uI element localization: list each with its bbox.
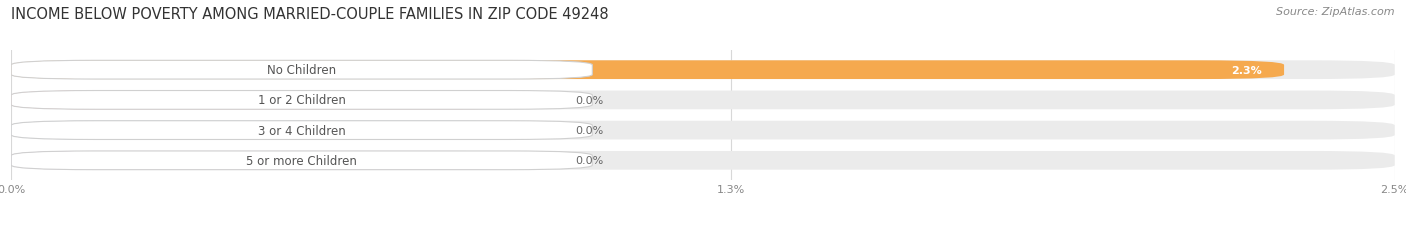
FancyBboxPatch shape <box>11 91 537 110</box>
FancyBboxPatch shape <box>11 121 537 140</box>
Text: 0.0%: 0.0% <box>575 126 605 136</box>
FancyBboxPatch shape <box>11 91 592 110</box>
Text: No Children: No Children <box>267 64 336 77</box>
FancyBboxPatch shape <box>11 151 592 170</box>
FancyBboxPatch shape <box>11 61 592 80</box>
FancyBboxPatch shape <box>11 61 1395 80</box>
Text: Source: ZipAtlas.com: Source: ZipAtlas.com <box>1277 7 1395 17</box>
Text: 0.0%: 0.0% <box>575 156 605 166</box>
Text: 2.3%: 2.3% <box>1232 65 1263 75</box>
FancyBboxPatch shape <box>11 121 592 140</box>
Text: INCOME BELOW POVERTY AMONG MARRIED-COUPLE FAMILIES IN ZIP CODE 49248: INCOME BELOW POVERTY AMONG MARRIED-COUPL… <box>11 7 609 22</box>
FancyBboxPatch shape <box>11 91 1395 110</box>
FancyBboxPatch shape <box>11 61 1284 80</box>
Text: 0.0%: 0.0% <box>575 95 605 105</box>
Text: 3 or 4 Children: 3 or 4 Children <box>257 124 346 137</box>
FancyBboxPatch shape <box>11 151 1395 170</box>
Text: 1 or 2 Children: 1 or 2 Children <box>257 94 346 107</box>
Text: 5 or more Children: 5 or more Children <box>246 154 357 167</box>
FancyBboxPatch shape <box>11 151 537 170</box>
FancyBboxPatch shape <box>11 121 1395 140</box>
